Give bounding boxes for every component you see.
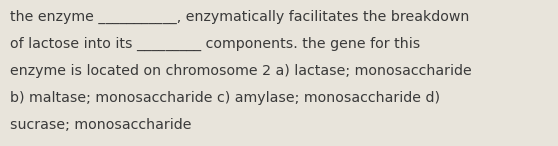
Text: of lactose into its _________ components. the gene for this: of lactose into its _________ components… (10, 37, 420, 51)
Text: enzyme is located on chromosome 2 a) lactase; monosaccharide: enzyme is located on chromosome 2 a) lac… (10, 64, 472, 78)
Text: sucrase; monosaccharide: sucrase; monosaccharide (10, 118, 191, 132)
Text: b) maltase; monosaccharide c) amylase; monosaccharide d): b) maltase; monosaccharide c) amylase; m… (10, 91, 440, 105)
Text: the enzyme ___________, enzymatically facilitates the breakdown: the enzyme ___________, enzymatically fa… (10, 10, 469, 24)
